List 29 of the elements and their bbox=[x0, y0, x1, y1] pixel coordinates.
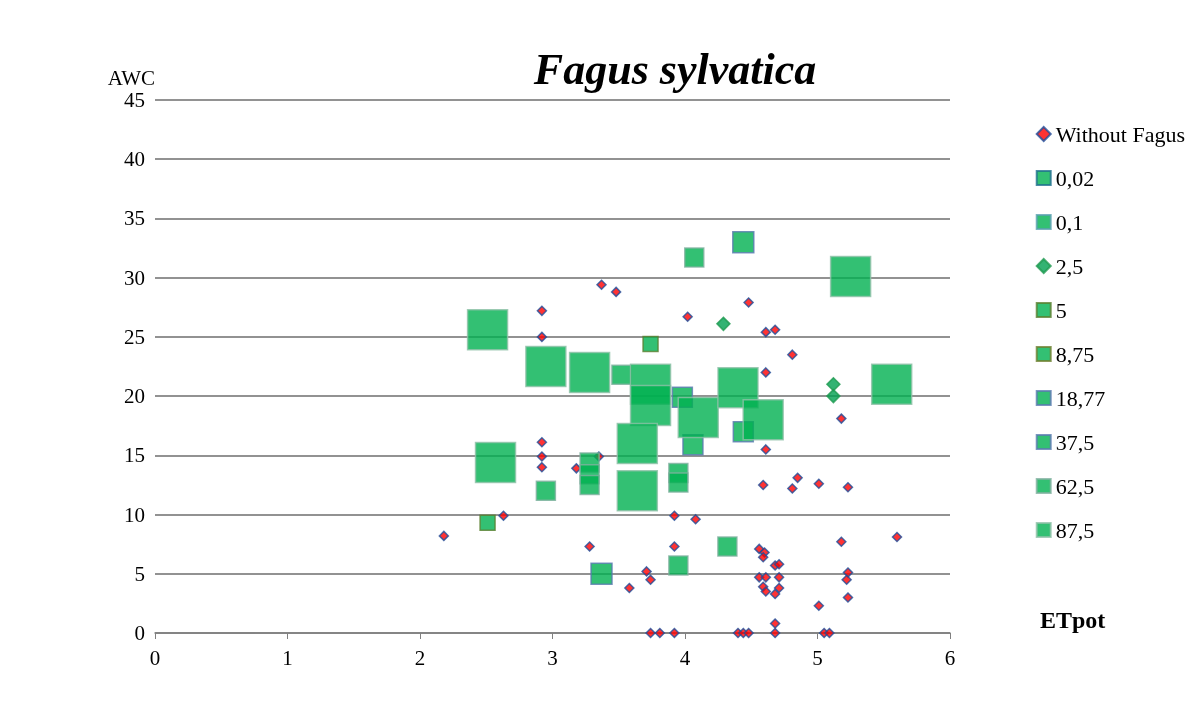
legend-label: 18,77 bbox=[1055, 385, 1106, 411]
legend-label: 5 bbox=[1055, 297, 1067, 323]
legend-label: 62,5 bbox=[1055, 473, 1095, 499]
legend-label: 8,75 bbox=[1055, 341, 1095, 367]
y-tick-label: 20 bbox=[124, 384, 145, 409]
x-tick-label: 4 bbox=[679, 645, 691, 670]
x-tick-label: 6 bbox=[944, 645, 956, 670]
y-tick-label: 10 bbox=[124, 502, 145, 527]
legend-label: 37,5 bbox=[1055, 429, 1095, 455]
y-tick-label: 40 bbox=[124, 147, 145, 172]
x-tick-label: 3 bbox=[547, 645, 558, 670]
x-axis-title: ETpot bbox=[1040, 607, 1106, 633]
legend-label: 0,1 bbox=[1055, 209, 1084, 235]
x-tick-label: 5 bbox=[812, 645, 823, 670]
y-tick-label: 30 bbox=[124, 265, 145, 290]
chart-title: Fagus sylvatica bbox=[532, 44, 817, 94]
y-axis-title: AWC bbox=[107, 65, 155, 90]
y-tick-label: 35 bbox=[124, 206, 145, 231]
y-tick-label: 5 bbox=[134, 561, 145, 586]
y-tick-label: 15 bbox=[124, 443, 145, 468]
x-tick-label: 1 bbox=[282, 645, 293, 670]
legend-label: Without Fagus bbox=[1055, 121, 1186, 147]
legend-label: 0,02 bbox=[1055, 165, 1095, 191]
y-tick-label: 0 bbox=[134, 621, 145, 645]
legend-label: 2,5 bbox=[1055, 253, 1084, 279]
y-tick-label: 45 bbox=[124, 88, 145, 112]
x-tick-label: 2 bbox=[414, 645, 426, 670]
y-tick-label: 25 bbox=[124, 324, 145, 349]
legend-label: 87,5 bbox=[1055, 517, 1095, 543]
